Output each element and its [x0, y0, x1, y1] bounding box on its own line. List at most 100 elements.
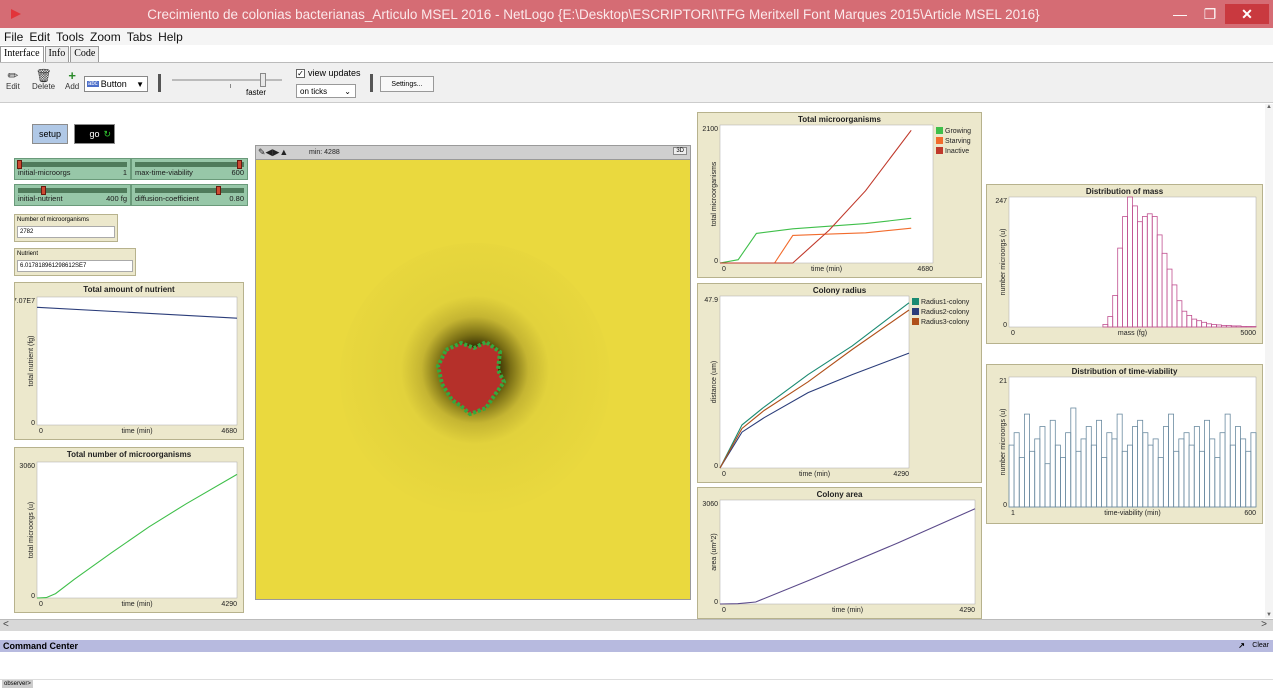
- view-updates-checkbox[interactable]: ✓ view updates: [296, 68, 361, 78]
- update-mode-select[interactable]: on ticks ⌄: [296, 84, 356, 98]
- slider-knob[interactable]: [41, 186, 46, 195]
- y-max-label: 47.9: [704, 297, 718, 304]
- world-canvas[interactable]: [256, 160, 690, 599]
- edit-label: Edit: [6, 82, 20, 91]
- world-view[interactable]: ✎◀▶▲ min: 4288 3D: [255, 145, 691, 600]
- x-axis-label: time (min): [811, 266, 842, 273]
- slider-label: initial-microorgs: [18, 168, 71, 177]
- x-max-label: 4680: [917, 266, 933, 273]
- x-max-label: 4290: [893, 471, 909, 478]
- y-max-label: 3060: [702, 501, 718, 508]
- close-button[interactable]: ✕: [1225, 4, 1269, 24]
- slider-value: 1: [122, 168, 127, 177]
- edit-button[interactable]: ✏ Edit: [6, 69, 20, 91]
- slider-track: [18, 188, 127, 193]
- plot-title: Total amount of nutrient: [83, 285, 175, 294]
- delete-label: Delete: [32, 82, 56, 91]
- series-line: [720, 129, 912, 264]
- pin-icon[interactable]: ↗: [1238, 641, 1245, 650]
- slider-knob[interactable]: [17, 160, 22, 169]
- menu-file[interactable]: File: [4, 29, 24, 44]
- forever-icon: ↻: [103, 129, 111, 139]
- y-axis-label: number microorgs (u): [1000, 229, 1007, 296]
- tab-code[interactable]: Code: [70, 46, 100, 62]
- clear-button[interactable]: Clear: [1252, 642, 1269, 649]
- slider-label: diffusion-coefficient: [135, 194, 199, 203]
- toolbar-separator: [158, 74, 161, 92]
- horizontal-scrollbar[interactable]: < >: [0, 619, 1273, 631]
- add-label: Add: [65, 82, 80, 91]
- minimize-button[interactable]: —: [1173, 6, 1187, 22]
- speed-slider-track: [172, 79, 282, 81]
- go-button[interactable]: go ↻: [74, 124, 115, 144]
- series-line: [36, 473, 238, 599]
- tab-info[interactable]: Info: [44, 46, 70, 62]
- plot-title: Colony radius: [812, 286, 867, 295]
- widget-type-select[interactable]: abc Button ▼: [84, 76, 148, 92]
- x-min-label: 0: [39, 428, 43, 435]
- plot-area: [36, 461, 238, 599]
- menu-edit[interactable]: Edit: [29, 29, 51, 44]
- slider-track: [18, 162, 127, 167]
- y-max-label: 7.07E7: [15, 298, 35, 305]
- slider-initial-nutrient[interactable]: initial-nutrient 400 fg: [14, 184, 131, 206]
- menu-zoom[interactable]: Zoom: [90, 29, 121, 44]
- slider-track: [135, 188, 244, 193]
- slider-knob[interactable]: [216, 186, 221, 195]
- scroll-up-icon[interactable]: ▲: [1266, 104, 1272, 110]
- y-min-label: 0: [1003, 322, 1007, 329]
- series-line: [36, 306, 238, 319]
- setup-button[interactable]: setup: [32, 124, 68, 144]
- plot-canvas: 3060 00 4290 time (min) area (um^2): [702, 499, 976, 614]
- delete-button[interactable]: 🗑 Delete: [32, 69, 55, 91]
- series-line: [719, 508, 976, 605]
- slider-max-time-viability[interactable]: max-time-viability 600: [131, 158, 248, 180]
- slider-initial-microorgs[interactable]: initial-microorgs 1: [14, 158, 131, 180]
- legend-swatch: [936, 127, 943, 134]
- menu-tools[interactable]: Tools: [56, 29, 85, 44]
- scroll-down-icon[interactable]: ▼: [1266, 612, 1272, 618]
- button-widget-icon: abc: [87, 81, 99, 87]
- legend-swatch: [912, 308, 919, 315]
- view-updates-label: view updates: [308, 68, 361, 78]
- histogram-bar: [1250, 326, 1257, 328]
- vertical-scrollbar[interactable]: ▲ ▼: [1265, 104, 1273, 618]
- agent-select[interactable]: observer>: [2, 680, 33, 688]
- plot-colony-radius: Colony radius 47.9 0 0 4290 time (min) distan…: [697, 283, 982, 483]
- slider-diffusion-coefficient[interactable]: diffusion-coefficient 0.80: [131, 184, 248, 206]
- maximize-button[interactable]: ❐: [1203, 5, 1217, 22]
- slider-knob[interactable]: [237, 160, 242, 169]
- plot-canvas: 3060 00 4290 time (min) total microorgs (u): [19, 461, 238, 608]
- scroll-left-icon[interactable]: <: [3, 619, 9, 630]
- y-axis-label: total microorgs (u): [28, 502, 35, 558]
- x-axis-label: mass (fg): [1118, 330, 1147, 337]
- three-d-button[interactable]: 3D: [673, 147, 687, 155]
- add-button[interactable]: + Add: [65, 69, 79, 91]
- x-min-label: 0: [722, 607, 726, 614]
- command-output[interactable]: [0, 652, 1273, 680]
- histogram-bar: [1240, 326, 1247, 328]
- menu-tabs[interactable]: Tabs: [126, 29, 153, 44]
- settings-button[interactable]: Settings...: [380, 76, 434, 92]
- scroll-right-icon[interactable]: >: [1261, 619, 1267, 630]
- plot-colony-area: Colony area 3060 0 0 4290 time (min) area (um…: [697, 487, 982, 619]
- series-line: [719, 217, 912, 264]
- monitor-label: Nutrient: [17, 251, 39, 257]
- view-controls-icon[interactable]: ✎◀▶▲: [258, 147, 289, 157]
- tab-interface[interactable]: Interface: [0, 46, 44, 62]
- plot-area: [36, 296, 238, 426]
- slider-track: [135, 162, 244, 167]
- speed-slider-thumb[interactable]: [260, 73, 266, 87]
- widget-type-label: Button: [100, 79, 127, 89]
- x-max-label: 600: [1244, 510, 1256, 517]
- plot-distribution-time-viability: Distribution of time-viability 21 0 1 600 ti…: [986, 364, 1263, 524]
- menu-help[interactable]: Help: [158, 29, 183, 44]
- x-axis-label: time (min): [121, 428, 152, 435]
- speed-slider[interactable]: [172, 73, 282, 88]
- x-min-label: 0: [722, 471, 726, 478]
- y-min-label: 0: [714, 258, 718, 265]
- command-center-header: Command Center ↗ Clear: [0, 640, 1273, 652]
- pencil-icon: ✏: [7, 68, 19, 83]
- plot-canvas: 2100 00 4680 time (min) total microorganisms…: [702, 124, 971, 273]
- command-input-row[interactable]: observer>: [0, 680, 1273, 688]
